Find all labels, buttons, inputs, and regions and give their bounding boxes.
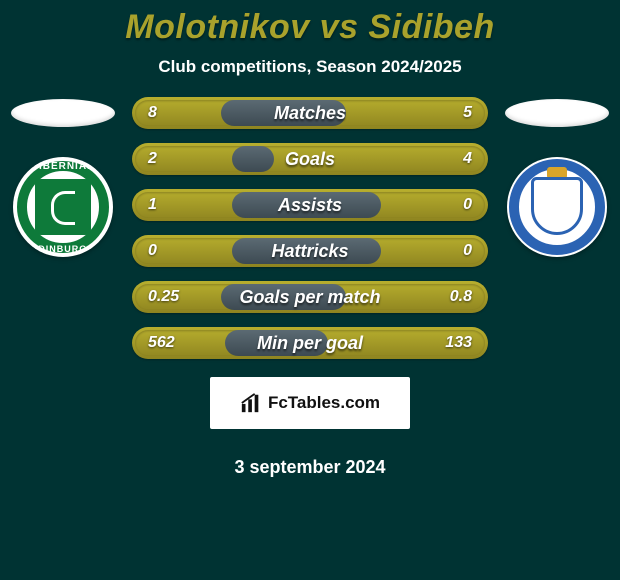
stat-left-value: 2 <box>148 150 157 168</box>
stat-bar: 0Hattricks0 <box>132 235 488 267</box>
main-row: HIBERNIAN EDINBURGH 8Matches5 2Goals4 1Ass… <box>0 97 620 478</box>
stat-bar: 1Assists0 <box>132 189 488 221</box>
card-title: Molotnikov vs Sidibeh <box>0 8 620 47</box>
stat-left-value: 0.25 <box>148 288 179 306</box>
stat-right-value: 133 <box>445 334 472 352</box>
stat-left-value: 562 <box>148 334 175 352</box>
stat-bar: 2Goals4 <box>132 143 488 175</box>
card-subtitle: Club competitions, Season 2024/2025 <box>0 57 620 77</box>
right-player-column <box>502 97 612 257</box>
left-player-column: HIBERNIAN EDINBURGH <box>8 97 118 257</box>
stat-right-value: 0 <box>463 242 472 260</box>
left-club-badge: HIBERNIAN EDINBURGH <box>13 157 113 257</box>
stats-column: 8Matches5 2Goals4 1Assists0 0Hattricks0 0.25… <box>125 97 495 478</box>
stat-label: Goals <box>132 149 488 170</box>
right-club-badge <box>507 157 607 257</box>
stat-bar-inner <box>232 146 275 172</box>
stat-bar-inner <box>232 238 382 264</box>
stat-bar: 0.25Goals per match0.8 <box>132 281 488 313</box>
watermark-text: FcTables.com <box>268 393 380 413</box>
stat-bar-inner <box>232 192 382 218</box>
stat-bar-inner <box>225 330 328 356</box>
chart-icon <box>240 392 262 414</box>
stat-left-value: 1 <box>148 196 157 214</box>
comparison-card: Molotnikov vs Sidibeh Club competitions,… <box>0 0 620 478</box>
stat-bar-inner <box>221 100 346 126</box>
stat-bar: 562Min per goal133 <box>132 327 488 359</box>
stat-right-value: 0 <box>463 196 472 214</box>
stat-bar: 8Matches5 <box>132 97 488 129</box>
date-text: 3 september 2024 <box>234 457 385 478</box>
watermark-badge: FcTables.com <box>210 377 410 429</box>
left-player-photo <box>11 99 115 127</box>
stat-right-value: 4 <box>463 150 472 168</box>
stat-left-value: 8 <box>148 104 157 122</box>
right-player-photo <box>505 99 609 127</box>
stat-left-value: 0 <box>148 242 157 260</box>
stat-right-value: 0.8 <box>450 288 472 306</box>
stat-bar-inner <box>221 284 346 310</box>
stat-right-value: 5 <box>463 104 472 122</box>
